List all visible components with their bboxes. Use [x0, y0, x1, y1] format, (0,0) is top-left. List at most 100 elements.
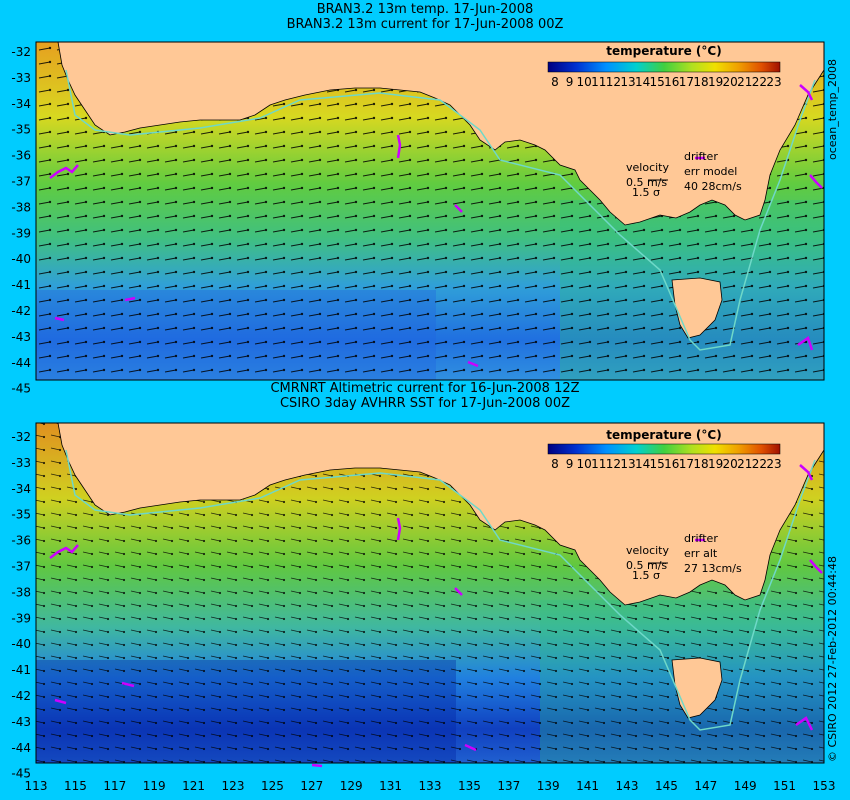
top-err-label: err model	[684, 165, 737, 178]
legend-tick-label: 15	[650, 457, 665, 471]
x-tick-label: 145	[655, 779, 678, 793]
x-tick-label: 127	[300, 779, 323, 793]
top-y-tick-label: -45	[11, 382, 31, 396]
x-tick-label: 137	[497, 779, 520, 793]
bottom-y-tick-label: -36	[11, 534, 31, 548]
x-tick-label: 131	[379, 779, 402, 793]
legend-tick-label: 20	[723, 75, 738, 89]
x-tick-label: 135	[458, 779, 481, 793]
legend-tick-label: 22	[752, 457, 767, 471]
top-y-tick-label: -40	[11, 252, 31, 266]
bottom-legend-ticks: 8 9 10 11 12 13 14 15 16 17 18 19 20 21 22 23	[551, 457, 781, 471]
top-y-tick-label: -32	[11, 45, 31, 59]
bottom-y-tick-label: -44	[11, 741, 31, 755]
bottom-legend	[547, 443, 781, 455]
legend-tick-label: 11	[591, 75, 606, 89]
bottom-velocity-scale2: 1.5 σ	[632, 569, 660, 582]
legend-tick-label: 19	[708, 457, 723, 471]
bottom-shelf-contour	[65, 449, 816, 731]
legend-tick-label: 18	[693, 457, 708, 471]
bottom-title-line2: CSIRO 3day AVHRR SST for 17-Jun-2008 00Z	[279, 396, 570, 411]
bottom-y-axis: -32 -33 -34 -35 -36 -37 -38 -39 -40 -41 -42 -43 -44 -…	[11, 430, 31, 781]
bottom-err-label: err alt	[684, 547, 718, 560]
top-shelf-contour	[65, 69, 816, 351]
legend-tick-label: 16	[664, 457, 679, 471]
legend-tick-label: 21	[737, 75, 752, 89]
legend-tick-label: 22	[752, 75, 767, 89]
top-y-tick-label: -42	[11, 304, 31, 318]
bottom-y-tick-label: -34	[11, 482, 31, 496]
bottom-y-tick-label: -35	[11, 508, 31, 522]
legend-tick-label: 13	[620, 75, 635, 89]
legend-tick-label: 20	[723, 457, 738, 471]
legend-tick-label: 19	[708, 75, 723, 89]
legend-tick-label: 10	[577, 75, 592, 89]
top-y-tick-label: -33	[11, 71, 31, 85]
legend-tick-label: 8	[551, 457, 559, 471]
bottom-y-tick-label: -45	[11, 767, 31, 781]
top-y-tick-label: -36	[11, 149, 31, 163]
bottom-velocity-label: velocity	[626, 544, 669, 557]
x-tick-label: 141	[576, 779, 599, 793]
top-y-tick-label: -44	[11, 356, 31, 370]
top-y-axis: -32 -33 -34 -35 -36 -37 -38 -39 -40 -41 -42 -43 -44 -…	[11, 45, 31, 396]
top-y-tick-label: -35	[11, 123, 31, 137]
bottom-panel-frame	[35, 422, 825, 764]
legend-tick-label: 12	[606, 457, 621, 471]
bottom-y-tick-label: -43	[11, 715, 31, 729]
top-drifters	[49, 84, 823, 368]
legend-tick-label: 15	[650, 75, 665, 89]
x-tick-label: 115	[64, 779, 87, 793]
top-y-tick-label: -39	[11, 226, 31, 240]
top-map-panel	[35, 41, 825, 381]
legend-tick-label: 23	[766, 457, 781, 471]
top-drifter-label: drifter	[684, 150, 718, 163]
legend-tick-label: 23	[766, 75, 781, 89]
bottom-y-tick-label: -42	[11, 689, 31, 703]
top-velocity-scale2: 1.5 σ	[632, 186, 660, 199]
bottom-legend-title: temperature (°C)	[606, 428, 721, 442]
legend-tick-label: 8	[551, 75, 559, 89]
bottom-land-tasmania	[671, 657, 723, 719]
x-tick-label: 147	[694, 779, 717, 793]
bottom-drifter-label: drifter	[684, 532, 718, 545]
top-y-tick-label: -37	[11, 175, 31, 189]
bottom-map-panel	[35, 422, 825, 768]
x-axis: 113 115 117 119 121 123 125 127 129 131 133 135 137 1…	[25, 779, 836, 793]
top-legend	[547, 61, 781, 73]
bottom-y-tick-label: -33	[11, 456, 31, 470]
top-land-tasmania	[671, 277, 723, 339]
legend-tick-label: 21	[737, 457, 752, 471]
legend-tick-label: 11	[591, 457, 606, 471]
legend-tick-label: 9	[566, 75, 574, 89]
x-tick-label: 113	[25, 779, 48, 793]
top-y-tick-label: -41	[11, 278, 31, 292]
bottom-copyright-label: © CSIRO 2012 27-Feb-2012 00:44:48	[826, 556, 839, 762]
legend-tick-label: 12	[606, 75, 621, 89]
legend-tick-label: 17	[679, 75, 694, 89]
legend-tick-label: 9	[566, 457, 574, 471]
top-y-tick-label: -34	[11, 97, 31, 111]
bottom-y-tick-label: -41	[11, 663, 31, 677]
bottom-y-tick-label: -40	[11, 637, 31, 651]
x-tick-label: 123	[222, 779, 245, 793]
x-tick-label: 149	[734, 779, 757, 793]
x-tick-label: 153	[813, 779, 836, 793]
bottom-y-tick-label: -32	[11, 430, 31, 444]
bottom-land-australia	[57, 422, 825, 606]
top-legend-title: temperature (°C)	[606, 44, 721, 58]
legend-tick-label: 14	[635, 75, 650, 89]
x-tick-label: 121	[182, 779, 205, 793]
top-err-value: 40 28cm/s	[684, 180, 742, 193]
bottom-err-value: 27 13cm/s	[684, 562, 742, 575]
legend-tick-label: 16	[664, 75, 679, 89]
legend-tick-label: 13	[620, 457, 635, 471]
bottom-y-tick-label: -37	[11, 560, 31, 574]
x-tick-label: 129	[340, 779, 363, 793]
top-panel-frame	[35, 41, 825, 381]
x-tick-label: 117	[103, 779, 126, 793]
bottom-y-tick-label: -38	[11, 585, 31, 599]
legend-tick-label: 18	[693, 75, 708, 89]
x-tick-label: 139	[537, 779, 560, 793]
